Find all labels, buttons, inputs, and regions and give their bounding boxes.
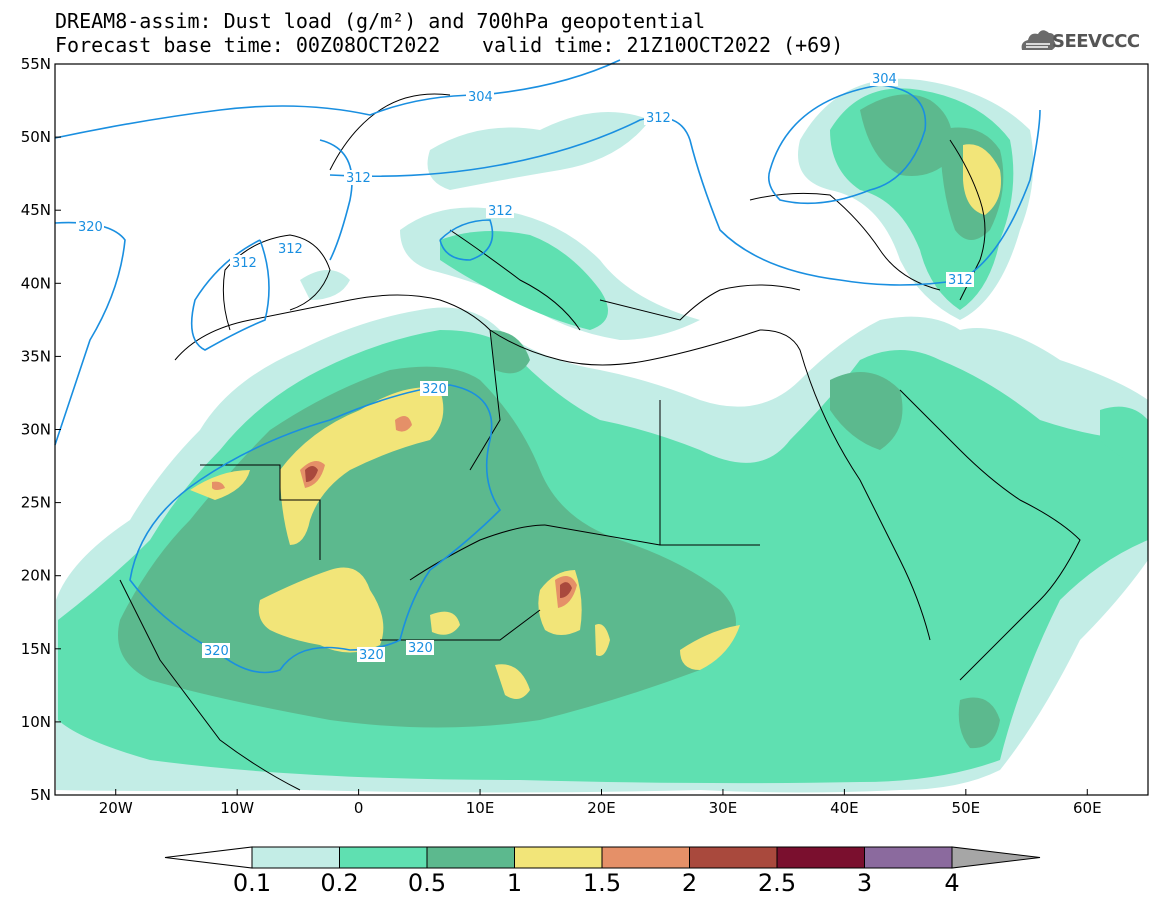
- lon-tick-label: 50E: [952, 799, 981, 817]
- svg-text:320: 320: [359, 648, 384, 663]
- lon-tick-label: 10W: [220, 799, 254, 817]
- svg-text:312: 312: [646, 111, 671, 126]
- lon-tick-label: 0: [354, 799, 364, 817]
- lon-tick-label: 10E: [466, 799, 495, 817]
- lon-tick-label: 20E: [587, 799, 616, 817]
- colorbar-swatch: [339, 846, 428, 869]
- svg-text:312: 312: [232, 256, 257, 271]
- lat-tick-label: 30N: [21, 421, 51, 439]
- svg-text:320: 320: [204, 644, 229, 659]
- colorbar-level-label: 0.5: [407, 869, 447, 897]
- svg-text:304: 304: [872, 72, 897, 87]
- lat-tick-label: 45N: [21, 201, 51, 219]
- lat-tick-label: 50N: [21, 128, 51, 146]
- colorbar-swatch: [689, 846, 778, 869]
- forecast-base-time: Forecast base time: 00Z08OCT2022: [55, 33, 441, 57]
- colorbar-level-label: 2: [681, 869, 698, 897]
- colorbar-level-label: 1: [506, 869, 523, 897]
- svg-text:312: 312: [948, 273, 973, 288]
- colorbar-level-label: 1.5: [582, 869, 622, 897]
- svg-text:320: 320: [78, 220, 103, 235]
- geopotential-contours: [54, 59, 1041, 674]
- latitude-axis: 55N 50N 45N 40N 35N 30N 25N 20N 15N 10N 5N: [21, 55, 61, 804]
- colorbar-under-triangle: [164, 846, 253, 869]
- svg-text:320: 320: [422, 382, 447, 397]
- valid-time: valid time: 21Z10OCT2022 (+69): [482, 33, 844, 57]
- lat-tick-label: 25N: [21, 494, 51, 512]
- map-title: DREAM8-assim: Dust load (g/m²) and 700hP…: [55, 9, 706, 33]
- lon-tick-label: 60E: [1073, 799, 1102, 817]
- colorbar-level-label: 0.2: [320, 869, 359, 897]
- longitude-axis: 20W 10W 0 10E 20E 30E 40E 50E 60E: [99, 789, 1102, 817]
- cloud-logo-icon: [1021, 30, 1056, 50]
- svg-text:304: 304: [468, 90, 493, 105]
- lon-tick-label: 20W: [99, 799, 133, 817]
- lat-tick-label: 10N: [21, 713, 51, 731]
- svg-text:320: 320: [408, 641, 433, 656]
- colorbar-level-label: 4: [944, 869, 960, 897]
- colorbar: [164, 846, 1041, 869]
- colorbar-swatch: [514, 846, 603, 869]
- colorbar-swatch: [776, 846, 865, 869]
- colorbar-level-label: 2.5: [757, 869, 797, 897]
- colorbar-level-label: 3: [856, 869, 873, 897]
- colorbar-level-label: 0.1: [232, 869, 272, 897]
- colorbar-swatch: [426, 846, 515, 869]
- lat-tick-label: 15N: [21, 640, 51, 658]
- contour-labels: 304 312 312 312 312 320 320 304 312 320 …: [76, 71, 974, 663]
- lat-tick-label: 55N: [21, 55, 51, 73]
- colorbar-swatch: [601, 846, 690, 869]
- lon-tick-label: 40E: [830, 799, 859, 817]
- lon-tick-label: 30E: [709, 799, 738, 817]
- lat-tick-label: 20N: [21, 567, 51, 585]
- colorbar-swatch: [864, 846, 953, 869]
- lat-tick-label: 40N: [21, 274, 51, 292]
- logo-text: SEEVCCC: [1052, 31, 1140, 52]
- lat-tick-label: 35N: [21, 347, 51, 365]
- dust-layer-2: [305, 466, 572, 598]
- colorbar-over-triangle: [951, 846, 1041, 869]
- lat-tick-label: 5N: [30, 786, 51, 804]
- colorbar-swatch: [251, 846, 340, 869]
- svg-text:312: 312: [346, 171, 371, 186]
- svg-text:312: 312: [488, 204, 513, 219]
- svg-text:312: 312: [278, 242, 303, 257]
